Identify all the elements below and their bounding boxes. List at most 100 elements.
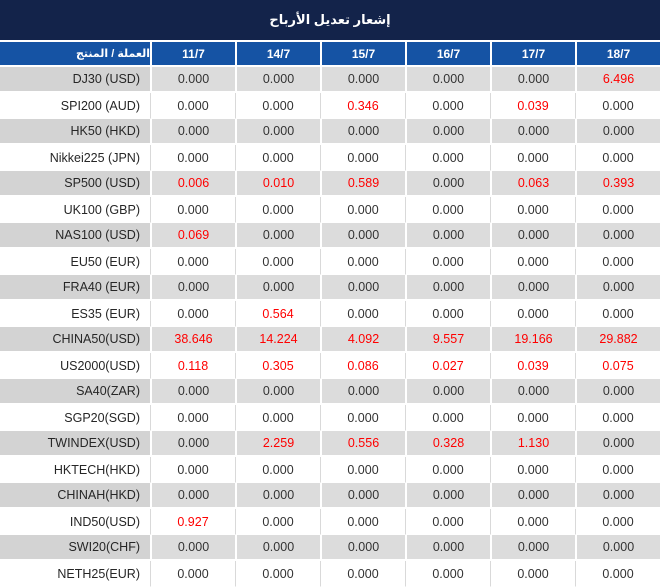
- adjustment-value-cell: 0.000: [405, 145, 490, 171]
- adjustment-value-cell: 0.000: [150, 405, 235, 431]
- adjustment-value-cell: 0.000: [575, 483, 660, 509]
- adjustment-value-cell: 0.027: [405, 353, 490, 379]
- adjustment-value-cell: 6.496: [575, 67, 660, 93]
- adjustment-value-cell: 0.000: [320, 535, 405, 561]
- adjustment-value-cell: 0.000: [575, 561, 660, 587]
- adjustment-value-cell: 0.000: [150, 561, 235, 587]
- table-row: UK100 (GBP) 0.000 0.000 0.000 0.000 0.000 0.00…: [0, 197, 660, 223]
- adjustment-value-cell: 0.328: [405, 431, 490, 457]
- adjustment-value-cell: 0.000: [320, 223, 405, 249]
- adjustment-value-cell: 0.393: [575, 171, 660, 197]
- table-row: SGP20(SGD) 0.000 0.000 0.000 0.000 0.000 0.000: [0, 405, 660, 431]
- adjustment-value-cell: 0.564: [235, 301, 320, 327]
- adjustment-value-cell: 0.000: [235, 93, 320, 119]
- adjustment-value-cell: 0.000: [575, 275, 660, 301]
- adjustment-value-cell: 0.000: [235, 275, 320, 301]
- adjustment-value-cell: 0.000: [575, 457, 660, 483]
- adjustment-value-cell: 0.000: [575, 405, 660, 431]
- adjustment-value-cell: 0.000: [320, 197, 405, 223]
- table-row: HK50 (HKD) 0.000 0.000 0.000 0.000 0.000 0.000: [0, 119, 660, 145]
- instrument-label: HK50 (HKD): [0, 119, 150, 145]
- instrument-label: SGP20(SGD): [0, 405, 150, 431]
- table-header-row: العملة / المنتج 11/7 14/7 15/7 16/7 17/7 18/7: [0, 42, 660, 67]
- adjustment-value-cell: 0.000: [405, 483, 490, 509]
- adjustment-value-cell: 0.000: [405, 405, 490, 431]
- adjustment-value-cell: 0.000: [405, 561, 490, 587]
- table-row: CHINA50(USD) 38.646 14.224 4.092 9.557 19.166…: [0, 327, 660, 353]
- adjustment-value-cell: 0.000: [235, 457, 320, 483]
- table-row: SP500 (USD) 0.006 0.010 0.589 0.000 0.063 0.39…: [0, 171, 660, 197]
- adjustment-value-cell: 0.000: [320, 379, 405, 405]
- adjustment-value-cell: 0.000: [405, 275, 490, 301]
- adjustment-value-cell: 0.000: [575, 145, 660, 171]
- instrument-label: SWI20(CHF): [0, 535, 150, 561]
- adjustment-value-cell: 0.000: [490, 223, 575, 249]
- table-row: US2000(USD) 0.118 0.305 0.086 0.027 0.039 0.07…: [0, 353, 660, 379]
- adjustment-value-cell: 0.000: [320, 145, 405, 171]
- instrument-label: SA40(ZAR): [0, 379, 150, 405]
- table-row: SWI20(CHF) 0.000 0.000 0.000 0.000 0.000 0.000: [0, 535, 660, 561]
- adjustment-value-cell: 0.000: [405, 171, 490, 197]
- adjustment-value-cell: 0.000: [320, 119, 405, 145]
- adjustment-value-cell: 0.000: [490, 405, 575, 431]
- table-row: NAS100 (USD) 0.069 0.000 0.000 0.000 0.000 0.0…: [0, 223, 660, 249]
- column-header-date: 14/7: [235, 42, 320, 67]
- adjustment-value-cell: 0.000: [405, 249, 490, 275]
- adjustment-value-cell: 2.259: [235, 431, 320, 457]
- adjustment-value-cell: 0.000: [405, 223, 490, 249]
- adjustment-value-cell: 0.000: [575, 535, 660, 561]
- adjustment-value-cell: 0.000: [150, 535, 235, 561]
- adjustment-value-cell: 0.000: [490, 197, 575, 223]
- adjustment-value-cell: 0.086: [320, 353, 405, 379]
- adjustment-value-cell: 0.000: [320, 509, 405, 535]
- adjustment-value-cell: 0.000: [320, 457, 405, 483]
- adjustment-value-cell: 0.000: [150, 93, 235, 119]
- instrument-label: NAS100 (USD): [0, 223, 150, 249]
- adjustment-value-cell: 1.130: [490, 431, 575, 457]
- adjustment-value-cell: 29.882: [575, 327, 660, 353]
- adjustment-value-cell: 0.000: [235, 509, 320, 535]
- adjustment-value-cell: 0.000: [575, 197, 660, 223]
- adjustment-value-cell: 0.000: [150, 119, 235, 145]
- instrument-label: IND50(USD): [0, 509, 150, 535]
- adjustment-value-cell: 0.000: [490, 483, 575, 509]
- adjustment-value-cell: 0.589: [320, 171, 405, 197]
- adjustment-value-cell: 0.000: [575, 119, 660, 145]
- adjustment-value-cell: 0.000: [575, 223, 660, 249]
- adjustment-value-cell: 9.557: [405, 327, 490, 353]
- adjustment-value-cell: 0.000: [235, 483, 320, 509]
- column-header-date: 18/7: [575, 42, 660, 67]
- adjustment-value-cell: 0.000: [150, 483, 235, 509]
- adjustment-value-cell: 0.000: [235, 249, 320, 275]
- table-row: Nikkei225 (JPN) 0.000 0.000 0.000 0.000 0.000…: [0, 145, 660, 171]
- adjustment-value-cell: 0.000: [150, 301, 235, 327]
- adjustment-value-cell: 14.224: [235, 327, 320, 353]
- adjustment-value-cell: 0.063: [490, 171, 575, 197]
- adjustment-value-cell: 0.556: [320, 431, 405, 457]
- instrument-label: CHINA50(USD): [0, 327, 150, 353]
- column-header-product-currency: العملة / المنتج: [0, 42, 150, 67]
- adjustment-value-cell: 0.000: [490, 457, 575, 483]
- adjustment-value-cell: 0.039: [490, 353, 575, 379]
- adjustment-value-cell: 0.000: [150, 67, 235, 93]
- adjustment-value-cell: 0.039: [490, 93, 575, 119]
- column-header-date: 17/7: [490, 42, 575, 67]
- adjustment-value-cell: 0.000: [575, 301, 660, 327]
- adjustment-value-cell: 0.000: [405, 301, 490, 327]
- panel-title: إشعار تعديل الأرباح: [0, 0, 660, 40]
- table-row: EU50 (EUR) 0.000 0.000 0.000 0.000 0.000 0.000: [0, 249, 660, 275]
- adjustment-value-cell: 0.000: [320, 67, 405, 93]
- table-row: ES35 (EUR) 0.000 0.564 0.000 0.000 0.000 0.000: [0, 301, 660, 327]
- profit-adjustment-table: العملة / المنتج 11/7 14/7 15/7 16/7 17/7 18/7…: [0, 42, 660, 587]
- adjustment-value-cell: 0.000: [575, 379, 660, 405]
- adjustment-value-cell: 0.305: [235, 353, 320, 379]
- adjustment-value-cell: 0.000: [150, 145, 235, 171]
- instrument-label: UK100 (GBP): [0, 197, 150, 223]
- instrument-label: ES35 (EUR): [0, 301, 150, 327]
- adjustment-value-cell: 4.092: [320, 327, 405, 353]
- adjustment-value-cell: 0.000: [235, 145, 320, 171]
- adjustment-value-cell: 0.000: [490, 379, 575, 405]
- adjustment-value-cell: 0.000: [490, 509, 575, 535]
- adjustment-value-cell: 0.000: [235, 405, 320, 431]
- adjustment-value-cell: 0.000: [320, 561, 405, 587]
